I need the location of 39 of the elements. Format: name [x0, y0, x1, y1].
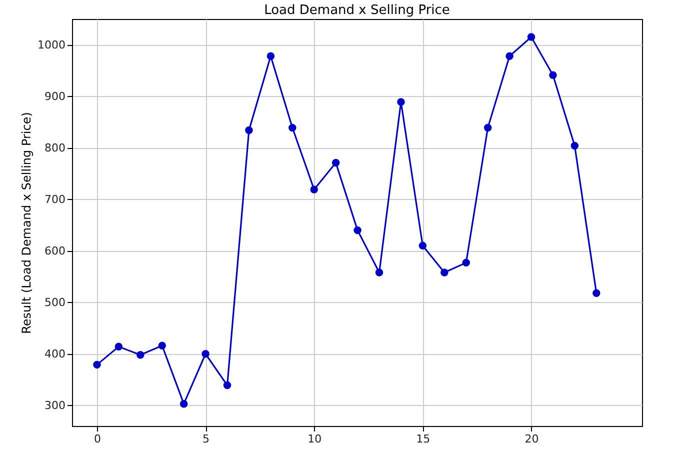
x-tick-label: 5 — [202, 432, 210, 446]
point — [332, 158, 340, 167]
y-tick-label: 500 — [44, 296, 66, 309]
point — [136, 351, 144, 359]
y-tick-label: 800 — [44, 141, 66, 154]
point — [592, 289, 600, 297]
point — [484, 124, 492, 132]
y-tick-label: 600 — [44, 244, 66, 258]
point — [288, 124, 296, 132]
point — [570, 142, 579, 150]
x-tick-label: 10 — [308, 432, 322, 446]
point — [93, 360, 101, 369]
point — [418, 242, 427, 250]
point — [310, 186, 318, 194]
y-tick-label: 1000 — [38, 38, 66, 52]
x-tick-label: 15 — [416, 432, 430, 446]
point — [440, 268, 448, 276]
y-tick-label: 900 — [44, 90, 66, 103]
point — [202, 350, 210, 358]
point — [397, 98, 405, 106]
point — [266, 52, 275, 60]
point — [506, 52, 514, 60]
y-tick-label: 300 — [44, 398, 66, 412]
y-tick-label: 700 — [44, 192, 66, 206]
y-axis-title: Result (Load Demand x Selling Price) — [20, 112, 34, 334]
x-tick-label: 0 — [94, 432, 101, 446]
x-tick-label: 20 — [524, 432, 539, 446]
point — [354, 226, 362, 234]
point — [223, 381, 232, 390]
chart-title: Load Demand x Selling Price — [264, 3, 450, 18]
point — [527, 33, 536, 41]
point — [180, 400, 188, 408]
point — [375, 268, 384, 276]
y-tick-label: 400 — [44, 347, 66, 360]
point — [462, 258, 470, 267]
point — [114, 342, 123, 351]
point — [158, 342, 166, 350]
point — [245, 126, 253, 134]
point — [549, 71, 557, 80]
